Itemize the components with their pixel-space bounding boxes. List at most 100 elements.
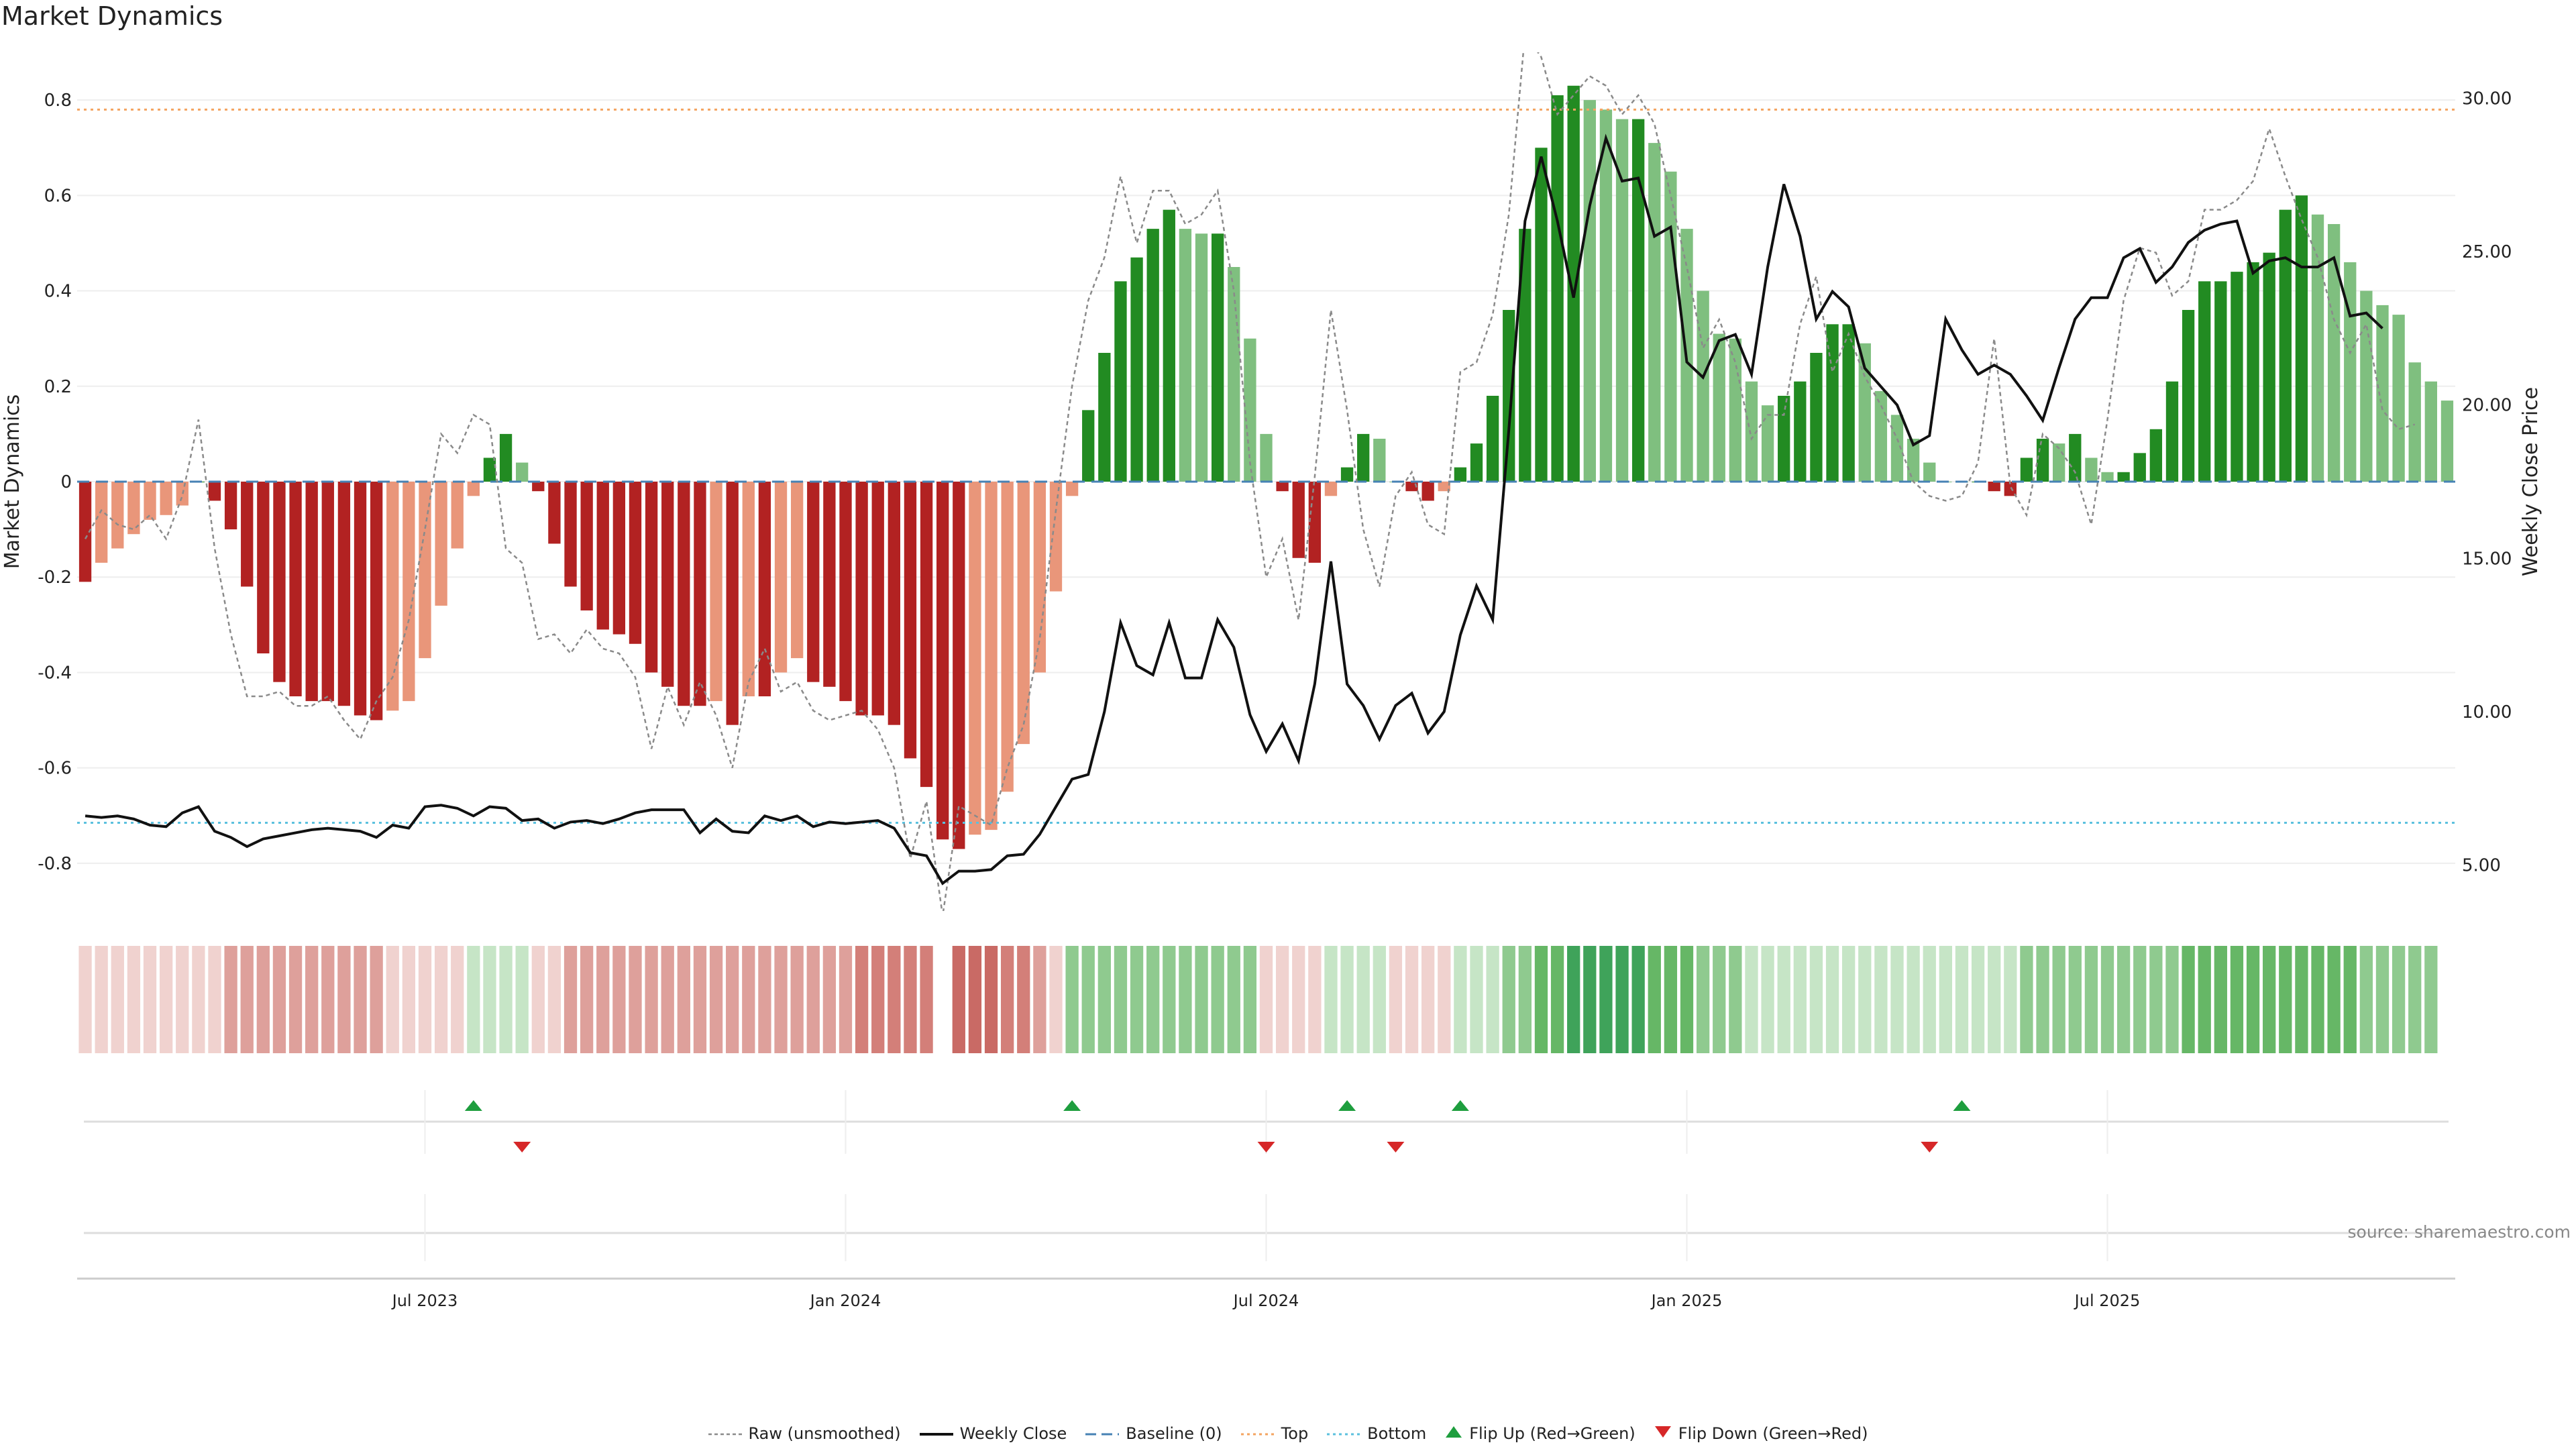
strength-cell: [2198, 946, 2211, 1053]
strength-cell: [952, 946, 965, 1053]
bar: [483, 458, 496, 482]
bar: [1098, 353, 1111, 482]
strength-cell: [888, 946, 901, 1053]
bar: [1907, 439, 1920, 482]
strength-cell: [1777, 946, 1790, 1053]
strength-cell: [1405, 946, 1419, 1053]
bar: [1470, 443, 1483, 482]
bar: [1438, 482, 1450, 492]
strength-cell: [2392, 946, 2406, 1053]
bar: [1260, 433, 1273, 482]
bar: [969, 482, 981, 835]
bar: [2101, 472, 2114, 482]
strength-cell: [1308, 946, 1322, 1053]
strength-cell: [1550, 946, 1564, 1053]
strength-cell: [224, 946, 237, 1053]
strength-cell: [2311, 946, 2324, 1053]
bar: [1163, 209, 1175, 482]
strength-cell: [1243, 946, 1257, 1053]
strength-cell: [1292, 946, 1305, 1053]
bar: [1421, 482, 1434, 501]
strength-cell: [742, 946, 755, 1053]
strength-cell: [709, 946, 723, 1053]
strength-cell: [855, 946, 869, 1053]
strength-cell: [2020, 946, 2033, 1053]
bar: [111, 482, 124, 549]
strength-cell: [2068, 946, 2082, 1053]
strength-cell: [580, 946, 594, 1053]
strength-cell: [1599, 946, 1613, 1053]
legend-swatch-raw: [708, 1424, 742, 1443]
bar: [1988, 482, 2000, 492]
bar: [2004, 482, 2017, 496]
strength-cell: [1421, 946, 1435, 1053]
strength-cell: [1340, 946, 1354, 1053]
strength-cell: [790, 946, 804, 1053]
strength-cell: [1486, 946, 1499, 1053]
bar: [1001, 482, 1014, 792]
strength-cell: [240, 946, 254, 1053]
flip-up-marker: [1451, 1100, 1469, 1111]
bar: [548, 482, 561, 544]
strength-cell: [1939, 946, 1953, 1053]
strength-cell: [661, 946, 674, 1053]
flip-down-marker: [1921, 1142, 1939, 1152]
bar: [1114, 281, 1127, 482]
strength-cell: [1195, 946, 1208, 1053]
bar: [2133, 453, 2146, 482]
bar: [1648, 143, 1661, 482]
bar: [144, 482, 156, 520]
strength-cell: [1923, 946, 1936, 1053]
bar: [2182, 310, 2195, 482]
bar: [2424, 381, 2437, 482]
bar: [208, 482, 221, 501]
x-tick-label: Jan 2025: [1650, 1291, 1723, 1310]
flip-up-marker: [464, 1100, 482, 1111]
bar: [1778, 396, 1790, 482]
bar: [1615, 119, 1629, 482]
strength-cell: [1324, 946, 1338, 1053]
strength-cell: [2295, 946, 2308, 1053]
bar: [936, 482, 949, 840]
strength-cell: [1890, 946, 1904, 1053]
strength-cell: [1793, 946, 1807, 1053]
strength-cell: [1534, 946, 1548, 1053]
strength-cell: [78, 946, 92, 1053]
bar: [1308, 482, 1322, 563]
bar: [2053, 443, 2065, 482]
weekly-close-line: [85, 133, 2383, 885]
strength-cell: [839, 946, 853, 1053]
strength-cell: [1097, 946, 1111, 1053]
strength-cell: [143, 946, 157, 1053]
strength-cell: [1583, 946, 1597, 1053]
legend-item-raw: Raw (unsmoothed): [708, 1424, 901, 1443]
strength-cell: [1907, 946, 1920, 1053]
strength-cell: [2246, 946, 2260, 1053]
bar: [2408, 362, 2421, 482]
strength-cell: [2084, 946, 2098, 1053]
bar: [435, 482, 447, 606]
strength-cell: [2004, 946, 2017, 1053]
legend-label: Bottom: [1367, 1424, 1427, 1443]
strength-cell: [629, 946, 642, 1053]
strength-cell: [2408, 946, 2422, 1053]
bar: [2165, 381, 2179, 482]
strength-cell: [822, 946, 837, 1053]
legend-item-bottom: Bottom: [1327, 1424, 1426, 1443]
legend-item-top: Top: [1240, 1424, 1308, 1443]
strength-cell: [1081, 946, 1095, 1053]
y-tick-label: 0.8: [44, 91, 72, 111]
y2-tick-label: 25.00: [2462, 242, 2512, 262]
bar: [1583, 100, 1596, 482]
bar: [855, 482, 868, 716]
bar: [920, 482, 933, 788]
legend-label: Baseline (0): [1126, 1424, 1222, 1443]
strength-cell: [1567, 946, 1580, 1053]
strength-cell: [612, 946, 626, 1053]
bar: [1729, 338, 1742, 482]
bar: [742, 482, 755, 696]
flip-up-marker: [1953, 1100, 1971, 1111]
legend-item-flip_down: Flip Down (Green→Red): [1654, 1424, 1868, 1443]
strength-cell: [2100, 946, 2114, 1053]
strength-cell: [2375, 946, 2390, 1053]
